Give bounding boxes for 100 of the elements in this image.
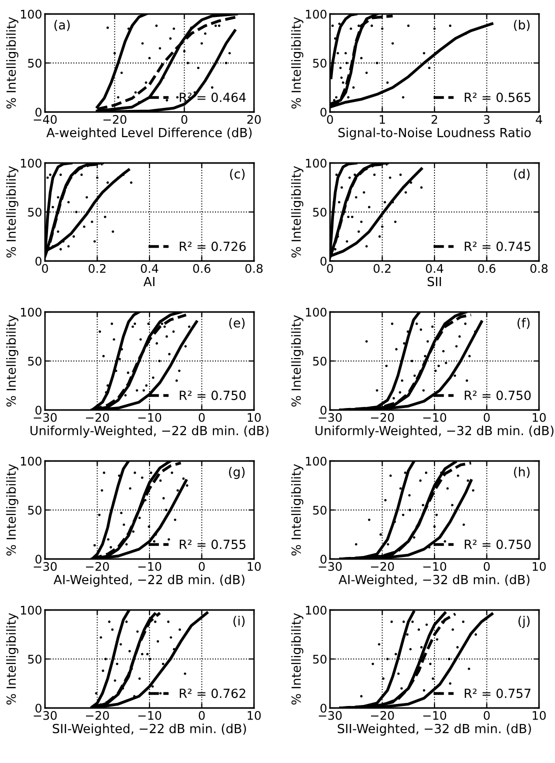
x-tick-label: −20	[103, 114, 126, 124]
x-tick-label: −30	[34, 412, 57, 422]
x-tick-label: −10	[138, 562, 162, 571]
y-tick-label: 100	[20, 606, 42, 615]
x-axis-title: SII-Weighted, −22 dB min. (dB)	[52, 724, 246, 736]
y-tick-label: 100	[20, 308, 42, 317]
annotation: (d)	[514, 168, 530, 180]
annotation: (i)	[233, 616, 245, 628]
legend-label: R² = 0.750	[464, 540, 531, 550]
y-tick-label: 0	[320, 554, 326, 564]
x-tick-label: 0	[198, 412, 205, 422]
x-tick-label: 1	[380, 115, 385, 124]
x-tick-label: −30	[34, 562, 57, 571]
x-tick-label: −20	[371, 710, 394, 720]
y-tick-label: 0	[35, 704, 42, 713]
annotation: (g)	[229, 466, 245, 479]
y-tick-label: 0	[35, 256, 42, 266]
y-tick-label: 50	[28, 208, 42, 217]
x-axis-title: Uniformly-Weighted, −32 dB min. (dB)	[316, 426, 554, 438]
y-tick-label: 100	[20, 456, 42, 466]
x-tick-label: 0.2	[88, 264, 106, 273]
x-tick-label: −20	[86, 710, 109, 720]
x-tick-label: −10	[138, 412, 162, 422]
x-axis-title: Signal-to-Noise Loudness Ratio	[338, 128, 531, 140]
y-axis-title: % Intelligibility	[6, 17, 18, 109]
y-tick-label: 50	[28, 654, 42, 664]
y-axis-title: % Intelligibility	[6, 166, 18, 258]
x-tick-label: 0	[327, 264, 333, 273]
y-tick-label: 50	[28, 58, 42, 68]
x-tick-label: 10	[532, 710, 546, 720]
y-tick-label: 50	[28, 356, 42, 366]
x-tick-label: 10	[532, 412, 546, 422]
y-tick-label: 0	[35, 108, 42, 117]
x-tick-label: −30	[318, 710, 342, 720]
x-tick-label: 0	[42, 264, 48, 273]
x-tick-label: 10	[248, 562, 261, 571]
y-tick-label: 0	[320, 256, 326, 266]
x-tick-label: −40	[34, 114, 57, 124]
x-axis-title: Uniformly-Weighted, −22 dB min. (dB)	[30, 426, 268, 438]
x-tick-label: −20	[371, 412, 394, 422]
x-tick-label: 20	[247, 114, 261, 124]
y-axis-title: % Intelligibility	[6, 613, 18, 705]
y-tick-label: 50	[313, 654, 326, 664]
x-tick-label: 4	[536, 115, 542, 124]
y-axis-title: % Intelligibility	[291, 613, 304, 705]
x-tick-label: 0	[484, 710, 490, 720]
x-tick-label: 10	[248, 710, 261, 720]
y-axis-title: % Intelligibility	[291, 166, 304, 258]
x-tick-label: 0.6	[478, 264, 496, 273]
y-tick-label: 100	[20, 10, 42, 19]
x-axis-title: AI-Weighted, −32 dB min. (dB)	[338, 574, 530, 587]
x-axis-title: A-weighted Level Difference (dB)	[46, 128, 252, 140]
legend-label: R² = 0.750	[464, 390, 531, 400]
x-axis-title: SII	[428, 276, 441, 286]
x-tick-label: −10	[423, 412, 446, 422]
x-tick-label: −20	[371, 562, 394, 571]
x-tick-label: −30	[318, 412, 342, 422]
annotation: (c)	[230, 168, 245, 180]
x-tick-label: 10	[248, 412, 261, 422]
y-tick-label: 50	[313, 58, 326, 68]
x-tick-label: 0	[484, 412, 490, 422]
y-tick-label: 100	[306, 308, 326, 317]
x-tick-label: 0.6	[193, 264, 210, 273]
x-tick-label: 10	[532, 562, 546, 571]
y-tick-label: 100	[306, 158, 326, 168]
annotation: (j)	[518, 616, 530, 628]
x-tick-label: −30	[34, 710, 57, 720]
x-axis-title: AI	[143, 276, 154, 286]
x-tick-label: −20	[86, 412, 109, 422]
y-tick-label: 50	[313, 356, 326, 366]
x-tick-label: 3	[484, 114, 490, 124]
x-axis-title: AI-Weighted, −22 dB min. (dB)	[54, 574, 244, 587]
legend-label: R² = 0.750	[180, 390, 246, 400]
legend-label: R² = 0.565	[464, 92, 530, 102]
y-tick-label: 100	[306, 10, 326, 19]
y-tick-label: 50	[313, 208, 326, 217]
legend-label: R² = 0.726	[180, 242, 246, 252]
annotation: (b)	[514, 20, 530, 32]
x-tick-label: −20	[86, 562, 109, 571]
legend-label: R² = 0.762	[180, 688, 246, 698]
x-tick-label: −10	[423, 710, 446, 720]
y-tick-label: 0	[320, 108, 326, 117]
annotation: (f)	[518, 318, 530, 330]
y-axis-title: % Intelligibility	[6, 464, 18, 556]
x-tick-label: −30	[318, 562, 342, 571]
x-tick-label: 0.2	[374, 264, 390, 273]
annotation: (a)	[54, 20, 70, 32]
legend-label: R² = 0.757	[464, 688, 530, 698]
x-tick-label: 0.4	[426, 264, 444, 273]
x-tick-label: −10	[138, 710, 162, 720]
x-tick-label: 0.8	[245, 264, 263, 273]
legend-label: R² = 0.755	[180, 540, 246, 550]
y-axis-title: % Intelligibility	[6, 315, 18, 407]
y-tick-label: 100	[306, 456, 326, 466]
x-tick-label: −10	[423, 562, 446, 571]
x-tick-label: 0.4	[140, 264, 158, 273]
x-tick-label: 0	[181, 114, 188, 124]
y-axis-title: % Intelligibility	[291, 464, 304, 556]
x-axis-title: SII-Weighted, −32 dB min. (dB)	[338, 724, 531, 736]
x-tick-label: 0	[327, 114, 333, 124]
